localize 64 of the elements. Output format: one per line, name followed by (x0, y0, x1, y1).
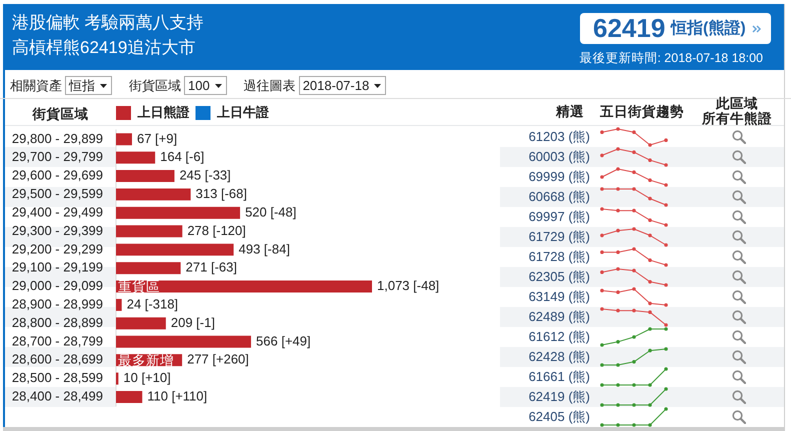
data-label: 278 [-120] (187, 222, 246, 238)
y-tick-label: 28,700 - 28,799 (12, 333, 103, 348)
text: 高槓桿熊62419追沽大市 (12, 37, 196, 59)
legend-label: 上日牛證 (216, 104, 270, 120)
y-tick-label: 29,600 - 29,699 (12, 168, 103, 183)
data-label: 271 [-63] (186, 260, 237, 275)
text: 五日街貨趨勢 (600, 104, 684, 120)
text: 過往圖表 (244, 76, 296, 94)
data-label: 67 [+9] (136, 130, 178, 146)
text: 62489 (熊) (528, 308, 590, 326)
data-label: 10 [+10] (123, 370, 171, 386)
y-tick-label: 29,300 - 29,399 (12, 222, 103, 238)
text: 街貨區域 (129, 76, 181, 94)
text: 61728 (熊) (528, 248, 590, 266)
data-label: 245 [-33] (179, 168, 231, 183)
data-label: 24 [-318] (126, 296, 178, 312)
text: 相關資產 (10, 76, 62, 94)
y-tick-label: 28,600 - 28,699 (12, 352, 103, 367)
button: 62419 恒指(熊證) (580, 13, 771, 44)
annotation: 重貨區 (118, 279, 160, 294)
text: 60003 (熊) (528, 148, 590, 166)
text: 61203 (熊) (528, 128, 590, 146)
data-label: 313 [-68] (196, 186, 248, 202)
text: 62419 (熊) (528, 388, 590, 406)
text: 60668 (熊) (528, 188, 590, 206)
y-axis-title: 街貨區域 (32, 106, 88, 122)
text: 精選 (554, 104, 584, 120)
y-tick-label: 28,500 - 28,599 (12, 370, 103, 386)
y-tick-label: 29,500 - 29,599 (12, 186, 103, 202)
text: 港股偏軟 考驗兩萬八支持 (12, 12, 204, 34)
text: 61729 (熊) (528, 228, 590, 246)
data-label: 1,073 [-48] (377, 278, 440, 294)
text: 61661 (熊) (528, 368, 590, 386)
text: 62305 (熊) (528, 268, 590, 286)
text: 此區域 (714, 96, 759, 111)
text: 61612 (熊) (528, 328, 590, 346)
text: 63149 (熊) (528, 288, 590, 306)
text: 69999 (熊) (528, 168, 590, 186)
dropdown: 2018-07-18 (298, 76, 386, 95)
y-tick-label: 28,800 - 28,899 (12, 314, 103, 330)
y-tick-label: 29,700 - 29,799 (12, 149, 103, 164)
y-tick-label: 28,400 - 28,499 (12, 388, 103, 404)
dropdown: 恒指 (65, 76, 112, 95)
data-label: 209 [-1] (170, 314, 215, 330)
y-tick-label: 29,800 - 29,899 (12, 130, 103, 146)
annotation: 最多新增 (118, 352, 174, 368)
text: 最後更新時間: 2018-07-18 18:00 (578, 50, 763, 66)
data-label: 164 [-6] (160, 149, 204, 164)
text: 69997 (熊) (528, 208, 590, 226)
text: 62405 (熊) (528, 408, 590, 426)
y-tick-label: 28,900 - 28,999 (12, 296, 103, 312)
data-label: 493 [-84] (238, 241, 290, 256)
y-tick-label: 29,100 - 29,199 (12, 260, 103, 275)
data-label: 277 [+260] (187, 352, 249, 367)
y-tick-label: 29,400 - 29,499 (12, 204, 103, 220)
text: 所有牛熊證 (700, 111, 773, 126)
y-tick-label: 29,000 - 29,099 (12, 278, 103, 294)
text: 62428 (熊) (528, 348, 590, 366)
y-tick-label: 29,200 - 29,299 (12, 241, 103, 256)
data-label: 110 [+110] (147, 388, 208, 404)
legend-label: 上日熊證 (136, 104, 190, 120)
data-label: 520 [-48] (245, 204, 296, 220)
dropdown: 100 (184, 76, 227, 95)
data-label: 566 [+49] (256, 333, 311, 348)
